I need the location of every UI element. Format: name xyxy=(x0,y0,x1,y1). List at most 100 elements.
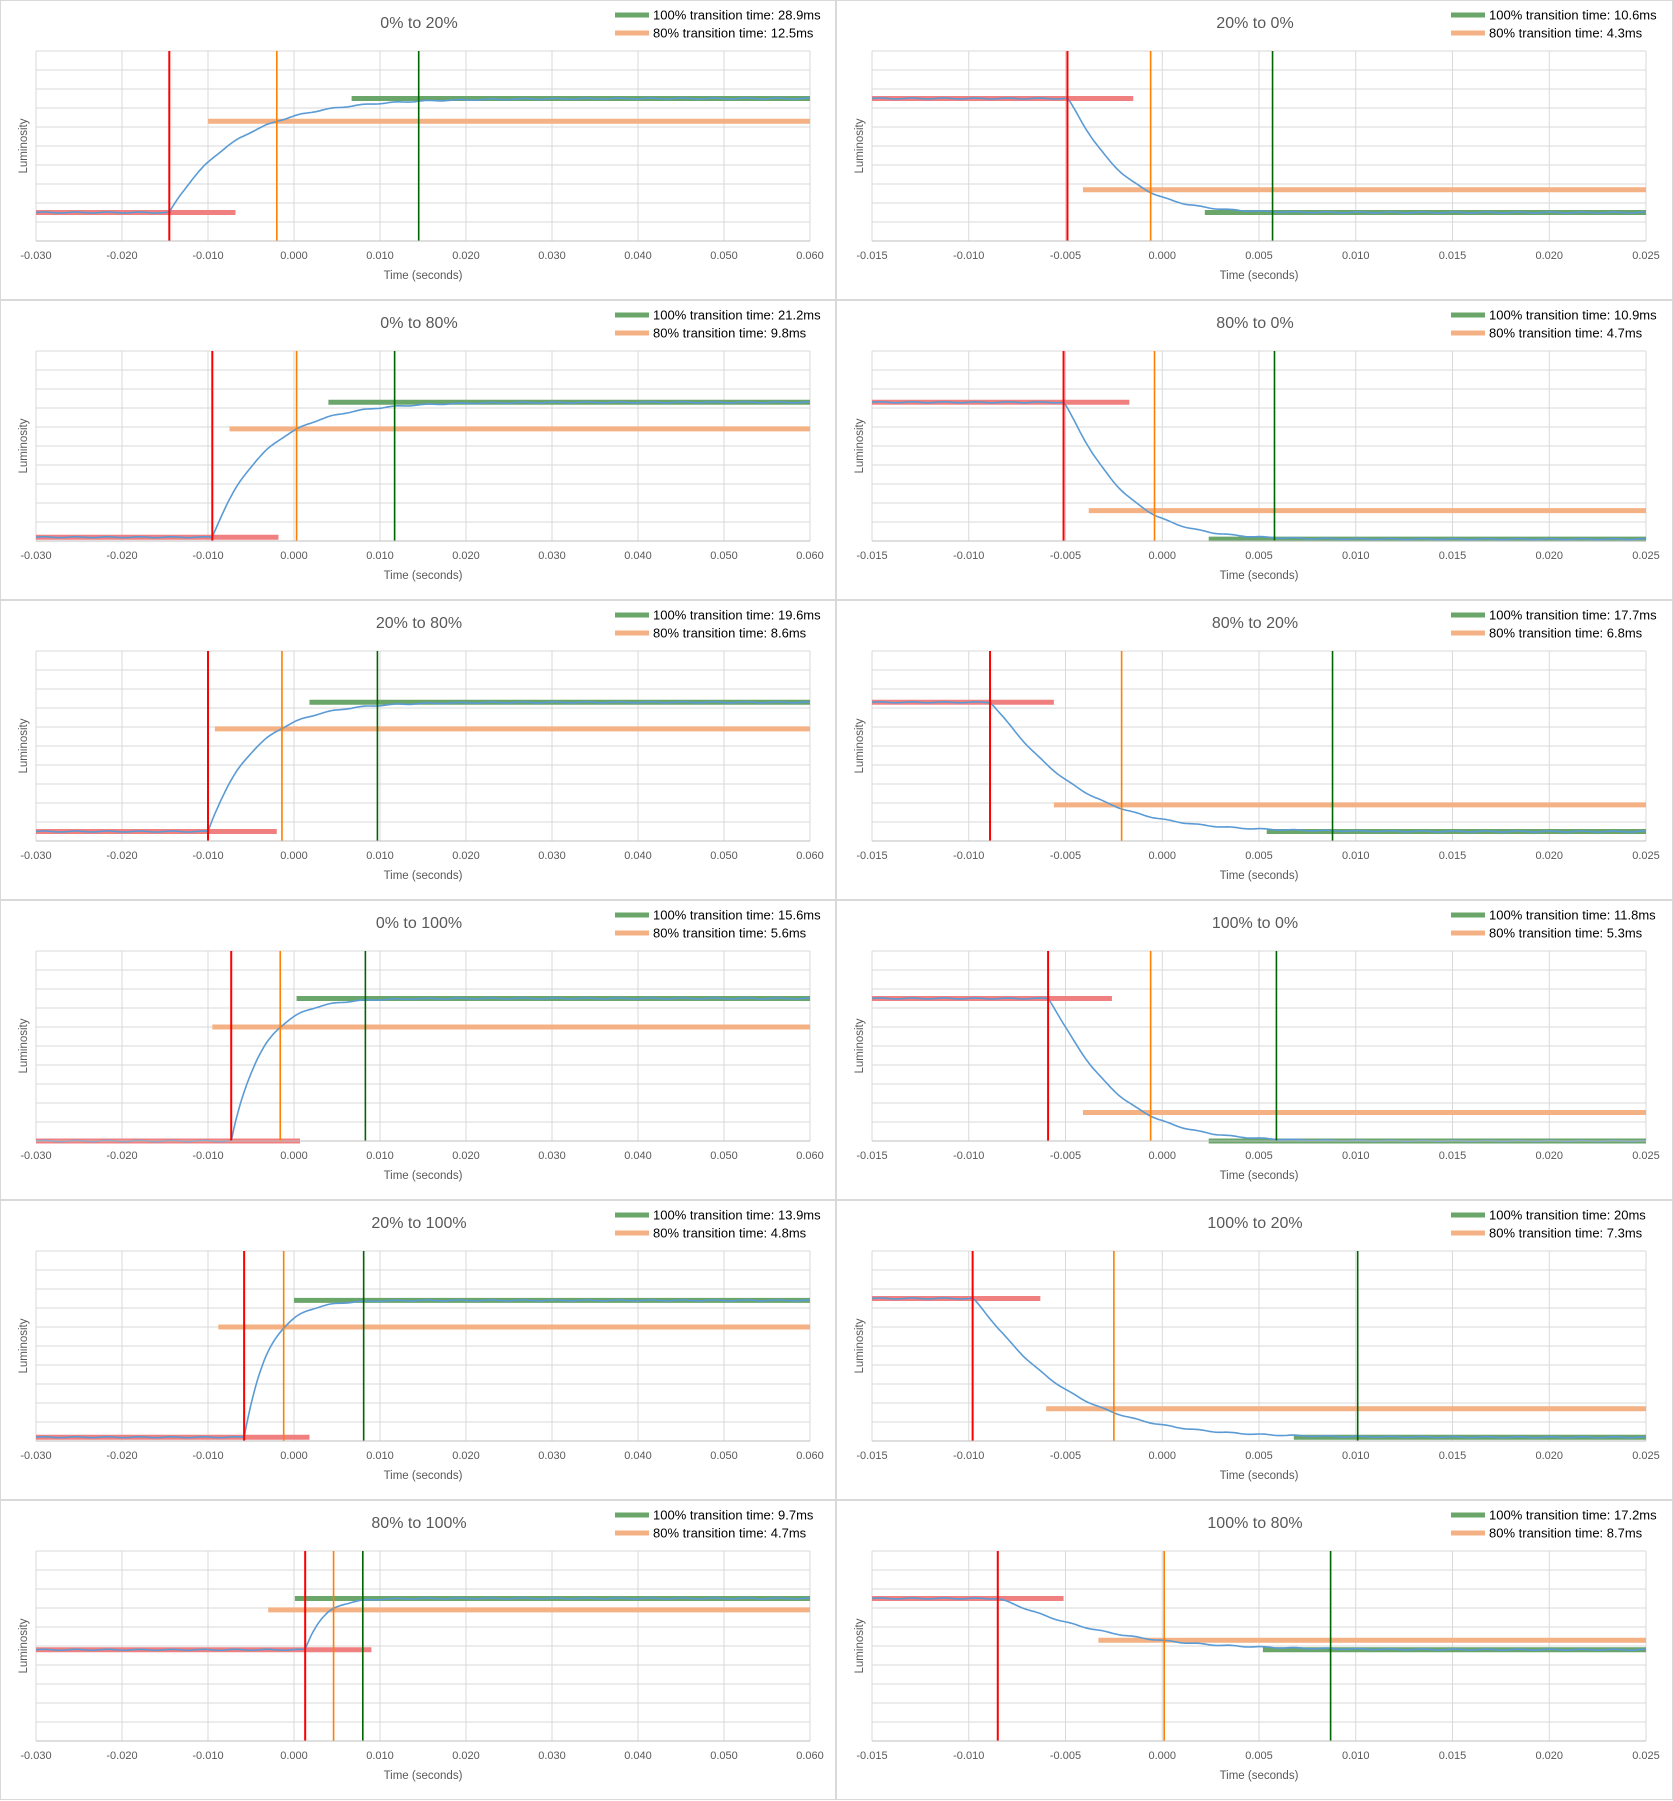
y-axis-label: Luminosity xyxy=(854,1318,866,1373)
legend-80-label: 80% transition time: 9.8ms xyxy=(653,326,807,341)
x-tick-label: -0.010 xyxy=(192,250,223,262)
x-tick-label: 0.040 xyxy=(624,1750,652,1762)
x-tick-label: 0.015 xyxy=(1439,1450,1467,1462)
x-tick-label: 0.040 xyxy=(624,1450,652,1462)
x-tick-label: 0.050 xyxy=(710,1750,738,1762)
chart-panel: -0.030 -0.020 -0.010 0.000 0.010 0.020 0.030 0.… xyxy=(0,600,836,900)
luminosity-line xyxy=(871,1297,1647,1439)
luminosity-line xyxy=(35,1299,811,1439)
legend-80-label: 80% transition time: 12.5ms xyxy=(653,26,814,41)
x-tick-label: 0.010 xyxy=(1342,1450,1370,1462)
x-tick-label: 0.025 xyxy=(1632,1750,1660,1762)
luminosity-line xyxy=(35,97,811,214)
x-tick-label: 0.060 xyxy=(796,1450,824,1462)
legend-80-label: 80% transition time: 7.3ms xyxy=(1489,1226,1643,1241)
y-axis-label: Luminosity xyxy=(18,1618,30,1673)
x-tick-label: 0.000 xyxy=(280,850,308,862)
x-tick-label: -0.030 xyxy=(20,1750,51,1762)
x-axis-label: Time (seconds) xyxy=(1220,1170,1299,1182)
x-tick-label: 0.060 xyxy=(796,1150,824,1162)
chart-panel: -0.015 -0.010 -0.005 0.000 0.005 0.010 0.015 0.… xyxy=(836,600,1673,900)
chart-svg: -0.030 -0.020 -0.010 0.000 0.010 0.020 0.030 0.… xyxy=(18,1508,824,1783)
x-tick-label: 0.005 xyxy=(1245,250,1273,262)
x-tick-label: 0.010 xyxy=(1342,1750,1370,1762)
x-tick-label: 0.005 xyxy=(1245,1750,1273,1762)
x-tick-label: 0.000 xyxy=(280,1150,308,1162)
chart-svg: -0.030 -0.020 -0.010 0.000 0.010 0.020 0.030 0.… xyxy=(18,8,824,283)
x-tick-label: 0.060 xyxy=(796,550,824,562)
x-tick-label: 0.020 xyxy=(1535,1450,1563,1462)
legend-80-label: 80% transition time: 4.8ms xyxy=(653,1226,807,1241)
x-axis-label: Time (seconds) xyxy=(1220,270,1299,282)
legend-80-label: 80% transition time: 4.3ms xyxy=(1489,26,1643,41)
chart-panel: -0.015 -0.010 -0.005 0.000 0.005 0.010 0.015 0.… xyxy=(836,900,1673,1200)
chart-title: 100% to 0% xyxy=(1212,915,1298,932)
x-tick-label: 0.010 xyxy=(1342,550,1370,562)
chart-panel: -0.030 -0.020 -0.010 0.000 0.010 0.020 0.030 0.… xyxy=(0,1500,836,1800)
x-tick-label: -0.010 xyxy=(953,550,984,562)
x-tick-label: -0.005 xyxy=(1050,1750,1081,1762)
y-axis-label: Luminosity xyxy=(854,418,866,473)
luminosity-line xyxy=(35,1597,811,1652)
legend-100-label: 100% transition time: 10.9ms xyxy=(1489,308,1657,323)
x-tick-label: 0.020 xyxy=(452,550,480,562)
x-tick-label: 0.030 xyxy=(538,1450,566,1462)
chart-panel: -0.015 -0.010 -0.005 0.000 0.005 0.010 0.015 0.… xyxy=(836,0,1673,300)
gridlines xyxy=(35,1550,811,1742)
chart-panel: -0.030 -0.020 -0.010 0.000 0.010 0.020 0.030 0.… xyxy=(0,900,836,1200)
x-axis-label: Time (seconds) xyxy=(384,270,463,282)
x-tick-label: -0.005 xyxy=(1050,1150,1081,1162)
y-axis-label: Luminosity xyxy=(18,1018,30,1073)
x-tick-label: -0.020 xyxy=(106,1150,137,1162)
x-tick-label: -0.005 xyxy=(1050,850,1081,862)
x-tick-label: 0.025 xyxy=(1632,550,1660,562)
x-tick-label: 0.010 xyxy=(1342,1150,1370,1162)
legend-100-label: 100% transition time: 20ms xyxy=(1489,1208,1646,1223)
gridlines xyxy=(35,950,811,1142)
x-tick-label: 0.010 xyxy=(366,1750,394,1762)
x-tick-label: -0.030 xyxy=(20,550,51,562)
x-tick-label: 0.010 xyxy=(366,250,394,262)
x-tick-label: -0.005 xyxy=(1050,1450,1081,1462)
x-tick-label: 0.000 xyxy=(1148,550,1176,562)
x-tick-label: -0.010 xyxy=(953,1750,984,1762)
chart-svg: -0.015 -0.010 -0.005 0.000 0.005 0.010 0.015 0.… xyxy=(854,8,1660,283)
x-axis-label: Time (seconds) xyxy=(384,870,463,882)
x-tick-label: -0.005 xyxy=(1050,550,1081,562)
y-axis-label: Luminosity xyxy=(854,118,866,173)
x-tick-label: 0.005 xyxy=(1245,1150,1273,1162)
x-tick-label: 0.020 xyxy=(452,1750,480,1762)
x-tick-label: 0.020 xyxy=(452,850,480,862)
luminosity-line xyxy=(871,97,1647,214)
x-tick-label: 0.040 xyxy=(624,250,652,262)
x-tick-label: 0.005 xyxy=(1245,1450,1273,1462)
x-tick-label: 0.050 xyxy=(710,850,738,862)
x-axis-label: Time (seconds) xyxy=(384,570,463,582)
chart-title: 20% to 80% xyxy=(376,615,462,632)
y-axis-label: Luminosity xyxy=(854,718,866,773)
chart-panel: -0.030 -0.020 -0.010 0.000 0.010 0.020 0.030 0.… xyxy=(0,0,836,300)
legend-100-label: 100% transition time: 11.8ms xyxy=(1489,908,1656,923)
luminosity-line xyxy=(871,400,1647,541)
y-axis-label: Luminosity xyxy=(854,1018,866,1073)
x-tick-label: 0.015 xyxy=(1439,250,1467,262)
x-tick-label: -0.030 xyxy=(20,1450,51,1462)
gridlines xyxy=(871,1250,1647,1442)
legend-80-label: 80% transition time: 8.6ms xyxy=(653,626,807,641)
x-tick-label: 0.015 xyxy=(1439,1750,1467,1762)
x-tick-label: 0.000 xyxy=(1148,850,1176,862)
x-tick-label: 0.060 xyxy=(796,1750,824,1762)
x-tick-label: -0.005 xyxy=(1050,250,1081,262)
legend-80-label: 80% transition time: 5.6ms xyxy=(653,926,807,941)
chart-panel: -0.030 -0.020 -0.010 0.000 0.010 0.020 0.030 0.… xyxy=(0,1200,836,1500)
gridlines xyxy=(35,350,811,542)
chart-title: 0% to 20% xyxy=(380,15,457,32)
legend-80-label: 80% transition time: 8.7ms xyxy=(1489,1526,1643,1541)
legend-80-label: 80% transition time: 4.7ms xyxy=(653,1526,807,1541)
x-tick-label: 0.015 xyxy=(1439,1150,1467,1162)
x-tick-label: -0.030 xyxy=(20,850,51,862)
gridlines xyxy=(35,1250,811,1442)
y-axis-label: Luminosity xyxy=(18,718,30,773)
x-axis-label: Time (seconds) xyxy=(1220,1470,1299,1482)
x-tick-label: -0.010 xyxy=(192,550,223,562)
